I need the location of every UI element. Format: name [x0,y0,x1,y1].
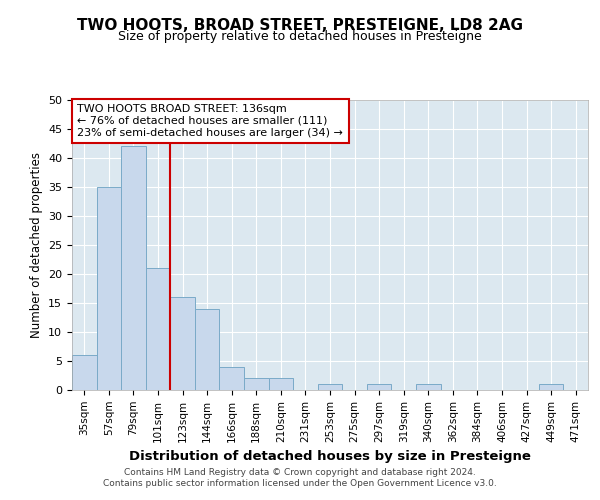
Text: TWO HOOTS, BROAD STREET, PRESTEIGNE, LD8 2AG: TWO HOOTS, BROAD STREET, PRESTEIGNE, LD8… [77,18,523,32]
Text: TWO HOOTS BROAD STREET: 136sqm
← 76% of detached houses are smaller (111)
23% of: TWO HOOTS BROAD STREET: 136sqm ← 76% of … [77,104,343,138]
X-axis label: Distribution of detached houses by size in Presteigne: Distribution of detached houses by size … [129,450,531,463]
Text: Size of property relative to detached houses in Presteigne: Size of property relative to detached ho… [118,30,482,43]
Bar [146,268,170,390]
Bar [170,297,195,390]
Bar [121,146,146,390]
Bar [97,187,121,390]
Bar [416,384,440,390]
Bar [367,384,391,390]
Bar [318,384,342,390]
Y-axis label: Number of detached properties: Number of detached properties [29,152,43,338]
Bar [244,378,269,390]
Bar [72,355,97,390]
Bar [269,378,293,390]
Bar [220,367,244,390]
Text: Contains HM Land Registry data © Crown copyright and database right 2024.
Contai: Contains HM Land Registry data © Crown c… [103,468,497,487]
Bar [539,384,563,390]
Bar [195,309,220,390]
